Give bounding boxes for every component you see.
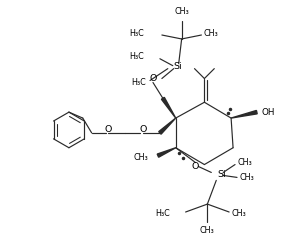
- Text: CH₃: CH₃: [174, 7, 189, 16]
- Text: H₃C: H₃C: [129, 52, 144, 61]
- Text: O: O: [105, 125, 112, 134]
- Text: CH₃: CH₃: [204, 29, 218, 38]
- Polygon shape: [231, 111, 257, 118]
- Polygon shape: [157, 148, 176, 157]
- Text: O: O: [149, 74, 157, 83]
- Text: CH₃: CH₃: [133, 153, 148, 162]
- Text: CH₃: CH₃: [239, 173, 254, 182]
- Text: H₃C: H₃C: [129, 29, 144, 38]
- Polygon shape: [159, 118, 176, 134]
- Text: Si: Si: [217, 170, 226, 179]
- Text: H₃C: H₃C: [131, 78, 146, 87]
- Text: CH₃: CH₃: [231, 209, 246, 218]
- Text: OH: OH: [262, 108, 275, 117]
- Text: O: O: [140, 125, 147, 134]
- Polygon shape: [161, 97, 176, 118]
- Text: H₃C: H₃C: [155, 209, 170, 218]
- Text: O: O: [192, 162, 199, 171]
- Text: CH₃: CH₃: [200, 226, 215, 235]
- Text: Si: Si: [174, 62, 182, 71]
- Text: CH₃: CH₃: [237, 158, 252, 167]
